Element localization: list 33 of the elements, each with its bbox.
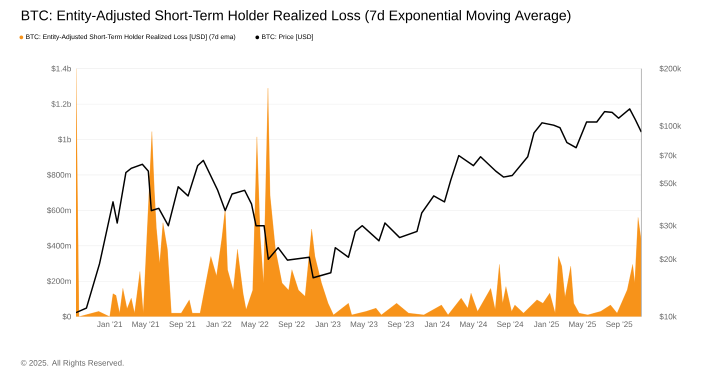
y-tick-label: $1.4b: [51, 65, 71, 72]
y-tick-label: $200m: [46, 278, 71, 284]
x-tick-label: May '24: [460, 321, 488, 329]
x-tick-label: Jan '24: [424, 321, 450, 328]
text: © 2025. All Rights Reserved.: [20, 360, 124, 368]
x-tick-label: Sep '23: [388, 321, 414, 329]
x-tick-label: May '23: [350, 321, 378, 329]
y2-tick-label: $200k: [659, 65, 682, 72]
x-tick-label: Jan '23: [315, 321, 341, 328]
chart-title: BTC: Entity-Adjusted Short-Term Holder Realized Loss (7d Exponential Moving Average): [22, 10, 570, 24]
x-tick-label: Sep '21: [169, 321, 196, 329]
y2-tick-label: $20k: [659, 256, 677, 263]
y-tick-label: $1b: [58, 136, 71, 143]
x-tick-label: Sep '22: [278, 321, 305, 329]
y2-tick-label: $30k: [659, 222, 677, 229]
y-tick-label: $1.2b: [51, 100, 71, 108]
x-tick-label: Jan '22: [206, 321, 232, 328]
x-tick-label: May '25: [569, 321, 596, 329]
x-tick-label: Sep '24: [497, 321, 524, 329]
line-series: [76, 108, 642, 314]
y-tick-label: $400m: [46, 242, 71, 250]
x-tick-label: Sep '25: [606, 321, 632, 329]
x-tick-label: May '21: [132, 321, 160, 329]
y-tick-label: $600m: [46, 207, 71, 214]
y2-tick-label: $100k: [659, 122, 682, 130]
x-tick-label: Jan '25: [534, 321, 559, 328]
x-tick-label: May '22: [242, 321, 268, 329]
x-tick-label: Jan '21: [97, 321, 122, 328]
y2-tick-label: $70k: [659, 152, 677, 159]
y2-tick-label: $50k: [659, 180, 677, 187]
y2-tick-label: $10k: [659, 313, 677, 320]
y-tick-label: $0: [62, 313, 71, 320]
y-tick-label: $800m: [46, 172, 71, 178]
